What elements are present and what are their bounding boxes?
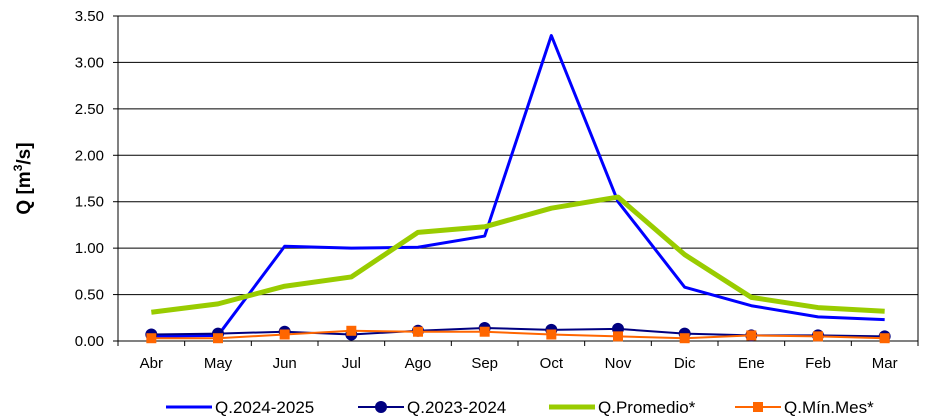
gridlines (118, 61, 918, 296)
x-tick-label: Feb (805, 355, 831, 372)
data-point (746, 330, 757, 341)
y-axis-title-superscript: 3 (11, 164, 25, 171)
data-point (413, 326, 423, 337)
data-point (346, 325, 357, 336)
y-axis-title-end: /s] (14, 142, 35, 164)
data-point (546, 329, 557, 340)
series-lines (145, 34, 891, 344)
x-tick-label: Ago (405, 355, 432, 372)
y-tick-label: 1.50 (75, 194, 104, 211)
series-2 (151, 194, 885, 315)
y-tick-label: 2.00 (75, 147, 104, 164)
x-tick-label: Nov (605, 355, 632, 372)
y-tick-label: 2.50 (75, 101, 104, 118)
y-tick-label: 3.50 (75, 8, 104, 25)
legend-item: Q.2023-2024 (358, 398, 506, 417)
legend-marker (375, 401, 387, 413)
x-axis-ticks: Abr May Jun Jul Ago Sep Oct Nov Dic Ene Feb Mar (117, 341, 919, 372)
data-point (613, 331, 623, 342)
x-tick-label: Jul (342, 355, 361, 372)
x-tick-label: Sep (471, 355, 498, 372)
legend: Q.2024-2025 Q.2023-2024 Q.Promedio* Q.Mín.M… (166, 398, 874, 417)
x-tick-label: Oct (540, 355, 564, 372)
y-tick-label: 3.00 (75, 54, 104, 71)
series-line (151, 329, 885, 340)
data-point (146, 333, 157, 344)
y-tick-label: 1.00 (75, 240, 104, 257)
x-tick-label: Ene (738, 355, 765, 372)
legend-item: Q.Mín.Mes* (735, 398, 874, 417)
x-tick-label: May (204, 355, 233, 372)
legend-marker (753, 402, 763, 412)
legend-label: Q.Promedio* (598, 398, 696, 417)
legend-item: Q.Promedio* (549, 398, 696, 417)
series-0 (151, 34, 885, 338)
legend-label: Q.2024-2025 (215, 398, 314, 417)
data-point (679, 333, 690, 344)
data-point (479, 326, 490, 337)
legend-label: Q.2023-2024 (407, 398, 506, 417)
series-line (151, 194, 885, 315)
legend-label: Q.Mín.Mes* (784, 398, 874, 417)
series-3 (146, 325, 890, 344)
y-tick-label: 0.50 (75, 287, 104, 304)
y-tick-label: 0.00 (75, 333, 104, 350)
series-line (151, 34, 885, 338)
legend-item: Q.2024-2025 (166, 398, 314, 417)
x-tick-label: Abr (140, 355, 163, 372)
data-point (813, 331, 823, 342)
data-point (279, 329, 290, 340)
y-axis-title-main: Q [m (14, 171, 35, 214)
plot-area (117, 15, 919, 342)
data-point (879, 333, 890, 344)
x-tick-label: Dic (674, 355, 696, 372)
y-axis-title: Q [m3/s] (11, 142, 35, 214)
x-tick-label: Jun (273, 355, 297, 372)
x-tick-label: Mar (872, 355, 898, 372)
y-axis-ticks: 0.00 0.50 1.00 1.50 2.00 2.50 3.00 3.50 (75, 8, 118, 350)
data-point (213, 333, 223, 344)
